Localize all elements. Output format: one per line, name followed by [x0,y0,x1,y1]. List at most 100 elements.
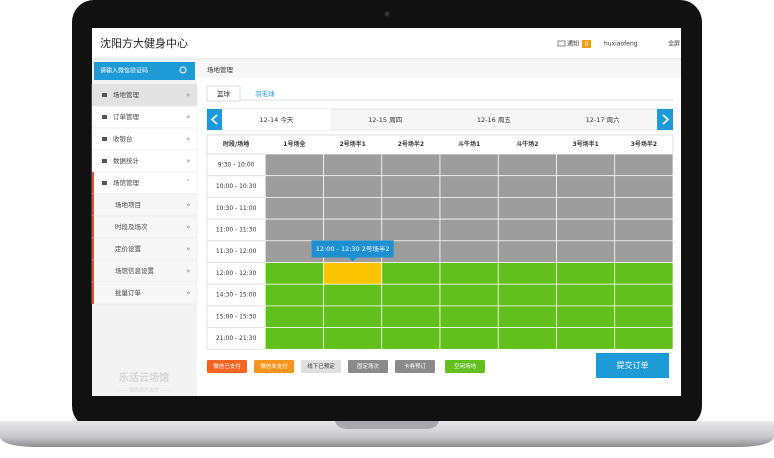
user-menu[interactable]: huxiaofeng [604,41,638,48]
slot[interactable] [497,175,557,198]
menu-item[interactable] [91,237,198,261]
slot[interactable] [381,283,441,307]
breadcrumb-bar [197,60,681,78]
slot[interactable] [439,283,499,307]
slot[interactable] [614,327,674,350]
submenu-label: 时段及场次 [115,222,148,231]
menu-item[interactable] [91,281,198,305]
slot[interactable] [323,153,383,177]
slot[interactable] [381,262,441,285]
slot[interactable] [264,305,324,328]
slot[interactable] [556,240,616,263]
slot[interactable] [381,153,441,177]
slot[interactable] [381,305,441,328]
breadcrumb: 场地管理 [207,65,234,74]
slot[interactable] [497,327,557,350]
date-label[interactable]: 12-16 周五 [477,116,511,124]
time-label: 10:30 - 11:00 [216,205,257,212]
slot[interactable] [614,262,674,285]
slot[interactable] [439,197,499,220]
watermark: 乐活云场馆 [119,371,169,384]
notice-link[interactable]: 通知 [567,40,579,48]
slot[interactable] [323,283,383,307]
slot[interactable] [556,153,616,177]
fullscreen-link[interactable]: 全屏 [668,40,680,48]
laptop-base [0,421,774,447]
slot[interactable] [556,305,616,328]
slot[interactable] [614,240,674,263]
slot[interactable] [439,240,499,263]
slot[interactable] [439,327,499,350]
slot[interactable] [439,218,499,242]
slot[interactable] [323,218,383,242]
menu-arrow: » [186,245,190,253]
slot[interactable] [264,283,324,307]
slot[interactable] [497,262,557,285]
slot[interactable] [614,153,674,177]
slot[interactable] [497,153,557,177]
slot[interactable] [264,262,324,285]
slot[interactable] [497,197,557,220]
submenu-label: 定价设置 [115,244,142,253]
menu-item[interactable] [91,105,198,129]
slot[interactable] [497,283,557,307]
slot[interactable] [614,305,674,328]
date-label[interactable]: 12-14 今天 [259,115,293,124]
slot[interactable] [614,283,674,307]
slot[interactable] [614,175,674,198]
legend-label: 微信已支付 [213,362,241,370]
submit-label[interactable]: 提交订单 [617,360,649,370]
slot[interactable] [614,197,674,220]
slot[interactable] [556,218,616,242]
slot[interactable] [323,197,383,220]
slot-selected[interactable] [323,262,383,285]
slot[interactable] [323,305,383,328]
menu-item[interactable] [91,127,198,151]
slot[interactable] [323,327,383,350]
date-active[interactable] [222,109,331,130]
slot[interactable] [439,262,499,285]
slot[interactable] [497,218,557,242]
slot[interactable] [264,197,324,220]
submit-button[interactable] [596,353,669,378]
slot[interactable] [439,175,499,198]
slot[interactable] [497,305,557,328]
slot[interactable] [556,327,616,350]
menu-label: 数据统计 [113,156,140,165]
menu-item[interactable] [91,193,198,217]
slot[interactable] [439,305,499,328]
prev-arrow[interactable] [207,109,222,130]
menu-icon [102,137,107,141]
tab-label[interactable]: 篮球 [217,89,231,98]
slot[interactable] [323,175,383,198]
slot[interactable] [381,175,441,198]
slot[interactable] [381,327,441,350]
menu-item[interactable] [91,171,198,195]
legend-label: 空闲场地 [454,362,477,370]
date-label[interactable]: 12-17 周六 [586,115,620,124]
slot[interactable] [556,262,616,285]
app-title: 沈阳方大健身中心 [100,36,188,50]
slot[interactable] [381,218,441,242]
slot[interactable] [264,175,324,198]
date-label[interactable]: 12-15 周四 [368,116,402,124]
slot[interactable] [556,175,616,198]
slot[interactable] [264,218,324,242]
time-label: 10:00 - 10:30 [216,183,257,190]
slot[interactable] [264,153,324,177]
menu-icon [102,159,107,163]
slot[interactable] [381,197,441,220]
tab-active[interactable] [206,85,241,102]
slot[interactable] [556,283,616,307]
menu-item[interactable] [91,83,198,107]
menu-item[interactable] [91,149,198,173]
slot[interactable] [497,240,557,263]
slot[interactable] [439,153,499,177]
slot[interactable] [556,197,616,220]
search-box[interactable] [94,62,195,80]
slot[interactable] [264,327,324,350]
next-arrow[interactable] [657,109,673,130]
slot[interactable] [614,218,674,242]
tab-label[interactable]: 羽毛球 [255,89,275,98]
